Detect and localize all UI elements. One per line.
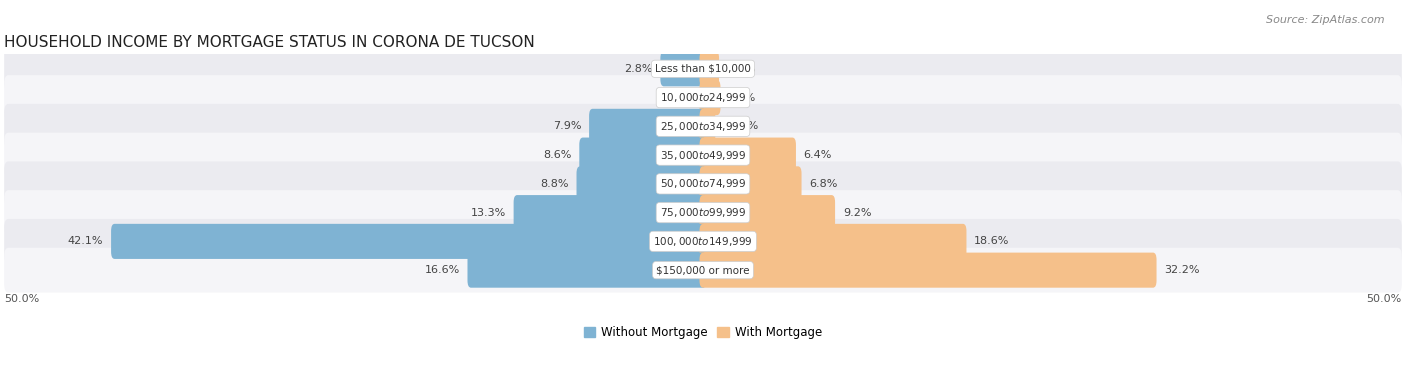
FancyBboxPatch shape <box>4 190 1402 235</box>
FancyBboxPatch shape <box>661 51 706 86</box>
Text: $100,000 to $149,999: $100,000 to $149,999 <box>654 235 752 248</box>
FancyBboxPatch shape <box>700 138 796 173</box>
Text: $150,000 or more: $150,000 or more <box>657 265 749 275</box>
FancyBboxPatch shape <box>576 166 706 201</box>
FancyBboxPatch shape <box>579 138 706 173</box>
FancyBboxPatch shape <box>4 104 1402 149</box>
Text: $10,000 to $24,999: $10,000 to $24,999 <box>659 91 747 104</box>
FancyBboxPatch shape <box>4 161 1402 206</box>
Text: $35,000 to $49,999: $35,000 to $49,999 <box>659 149 747 162</box>
FancyBboxPatch shape <box>4 46 1402 91</box>
FancyBboxPatch shape <box>4 75 1402 120</box>
FancyBboxPatch shape <box>700 80 720 115</box>
FancyBboxPatch shape <box>4 133 1402 178</box>
FancyBboxPatch shape <box>4 248 1402 293</box>
FancyBboxPatch shape <box>700 166 801 201</box>
FancyBboxPatch shape <box>700 51 718 86</box>
Text: 50.0%: 50.0% <box>4 294 39 304</box>
Text: 8.8%: 8.8% <box>540 179 569 189</box>
Text: 1.0%: 1.0% <box>728 93 756 102</box>
FancyBboxPatch shape <box>513 195 706 230</box>
FancyBboxPatch shape <box>700 109 716 144</box>
Text: $50,000 to $74,999: $50,000 to $74,999 <box>659 177 747 191</box>
Text: 13.3%: 13.3% <box>471 208 506 218</box>
Text: $25,000 to $34,999: $25,000 to $34,999 <box>659 120 747 133</box>
Text: 42.1%: 42.1% <box>67 236 104 246</box>
FancyBboxPatch shape <box>700 253 1157 288</box>
Text: 7.9%: 7.9% <box>553 121 582 131</box>
FancyBboxPatch shape <box>4 219 1402 264</box>
Text: 6.8%: 6.8% <box>810 179 838 189</box>
Text: 2.8%: 2.8% <box>624 64 652 74</box>
FancyBboxPatch shape <box>700 195 835 230</box>
Text: 9.2%: 9.2% <box>842 208 872 218</box>
Text: 50.0%: 50.0% <box>1367 294 1402 304</box>
Text: 6.4%: 6.4% <box>804 150 832 160</box>
Text: 16.6%: 16.6% <box>425 265 460 275</box>
Text: HOUSEHOLD INCOME BY MORTGAGE STATUS IN CORONA DE TUCSON: HOUSEHOLD INCOME BY MORTGAGE STATUS IN C… <box>4 35 534 50</box>
FancyBboxPatch shape <box>700 224 966 259</box>
Text: 18.6%: 18.6% <box>974 236 1010 246</box>
Text: 32.2%: 32.2% <box>1164 265 1199 275</box>
FancyBboxPatch shape <box>111 224 706 259</box>
FancyBboxPatch shape <box>467 253 706 288</box>
Text: 0.63%: 0.63% <box>723 121 758 131</box>
FancyBboxPatch shape <box>589 109 706 144</box>
Text: 0.9%: 0.9% <box>727 64 755 74</box>
Text: Source: ZipAtlas.com: Source: ZipAtlas.com <box>1267 15 1385 25</box>
Text: Less than $10,000: Less than $10,000 <box>655 64 751 74</box>
Legend: Without Mortgage, With Mortgage: Without Mortgage, With Mortgage <box>579 321 827 344</box>
Text: 0.0%: 0.0% <box>664 93 692 102</box>
Text: 8.6%: 8.6% <box>543 150 572 160</box>
Text: $75,000 to $99,999: $75,000 to $99,999 <box>659 206 747 219</box>
